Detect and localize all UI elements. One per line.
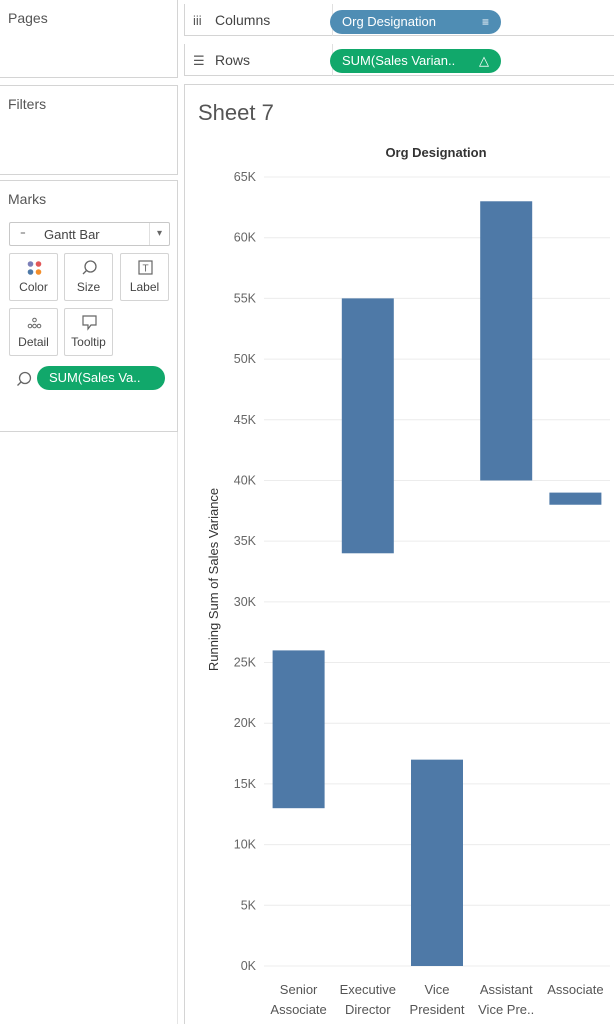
tooltip-icon: [82, 315, 97, 331]
size-icon: [82, 260, 97, 275]
columns-shelf-label: iii Columns: [193, 4, 333, 36]
y-tick-label: 15K: [234, 777, 257, 791]
gantt-bar: [480, 201, 533, 481]
detail-label: Detail: [18, 335, 49, 349]
label-button[interactable]: T Label: [120, 253, 169, 301]
y-tick-label: 25K: [234, 656, 257, 670]
gantt-bar-icon: ⁼: [20, 229, 26, 241]
table-calc-delta-icon: △: [479, 53, 489, 68]
y-tick-label: 30K: [234, 595, 257, 609]
worksheet-view: [184, 84, 614, 1024]
marks-panel: Marks: [0, 180, 178, 432]
x-category-label: Vice Pre..: [478, 1002, 534, 1017]
y-tick-label: 55K: [234, 291, 257, 305]
x-category-label: Senior: [280, 982, 318, 997]
y-axis-label: Running Sum of Sales Variance: [206, 488, 221, 671]
size-field-pill-text: SUM(Sales Va..: [49, 370, 141, 385]
detail-button[interactable]: Detail: [9, 308, 58, 356]
y-tick-label: 45K: [234, 413, 257, 427]
size-icon: [17, 371, 32, 386]
y-tick-label: 10K: [234, 838, 257, 852]
sort-ascending-icon: ≡: [481, 15, 489, 29]
columns-icon: iii: [193, 13, 202, 28]
color-button[interactable]: Color: [9, 253, 58, 301]
gantt-bar: [411, 759, 463, 966]
detail-dots-icon: [27, 317, 42, 329]
x-category-label: Vice: [424, 982, 449, 997]
pages-panel: Pages: [0, 0, 178, 78]
gantt-bar: [549, 492, 602, 505]
filters-panel: Filters: [0, 85, 178, 175]
gantt-bar: [341, 298, 394, 554]
y-tick-label: 35K: [234, 534, 257, 548]
mark-type-label: Gantt Bar: [44, 227, 100, 242]
chevron-down-icon[interactable]: ▾: [149, 223, 169, 245]
columns-label-text: Columns: [215, 12, 271, 28]
y-tick-label: 60K: [234, 231, 257, 245]
y-tick-label: 65K: [234, 170, 257, 184]
label-label: Label: [129, 280, 160, 294]
gantt-chart: Org Designation 0K 5K 10K 15K 20K 25K 30K 35K 40K…: [206, 145, 610, 1017]
x-category-label: Director: [345, 1002, 391, 1017]
y-tick-label: 20K: [234, 716, 257, 730]
filters-title: Filters: [8, 96, 47, 112]
rows-shelf-label: ☰ Rows: [193, 44, 333, 76]
x-category-label: Assistant: [480, 982, 533, 997]
marks-title: Marks: [8, 191, 47, 207]
x-category-label: President: [410, 1002, 465, 1017]
rows-icon: ☰: [193, 53, 205, 68]
org-designation-pill-text: Org Designation: [342, 14, 436, 29]
x-category-label: Executive: [340, 982, 396, 997]
pages-title: Pages: [8, 10, 48, 26]
y-tick-label: 50K: [234, 352, 257, 366]
y-tick-label: 5K: [241, 898, 257, 912]
label-icon: T: [138, 260, 153, 275]
sales-variance-pill-text: SUM(Sales Varian..: [342, 53, 456, 68]
left-panel-empty: [0, 432, 178, 1024]
gantt-bar: [272, 650, 325, 809]
color-dots-icon: [27, 261, 42, 275]
tooltip-button[interactable]: Tooltip: [64, 308, 113, 356]
x-category-label: Associate: [547, 982, 603, 997]
color-label: Color: [19, 280, 48, 294]
rows-label-text: Rows: [215, 52, 251, 68]
x-category-label: Associate: [270, 1002, 326, 1017]
tooltip-label: Tooltip: [71, 335, 106, 349]
sales-variance-pill[interactable]: SUM(Sales Varian.. △: [330, 49, 501, 73]
mark-type-dropdown[interactable]: ⁼ Gantt Bar ▾: [9, 222, 170, 246]
size-label: Size: [76, 280, 101, 294]
size-field-pill[interactable]: SUM(Sales Va..: [37, 366, 165, 390]
svg-text:T: T: [142, 264, 148, 275]
y-tick-label: 40K: [234, 473, 257, 487]
sheet-title: Sheet 7: [198, 100, 274, 125]
chart-title: Org Designation: [385, 145, 486, 160]
y-tick-label: 0K: [241, 959, 257, 973]
org-designation-pill[interactable]: Org Designation ≡: [330, 10, 501, 34]
size-button[interactable]: Size: [64, 253, 113, 301]
